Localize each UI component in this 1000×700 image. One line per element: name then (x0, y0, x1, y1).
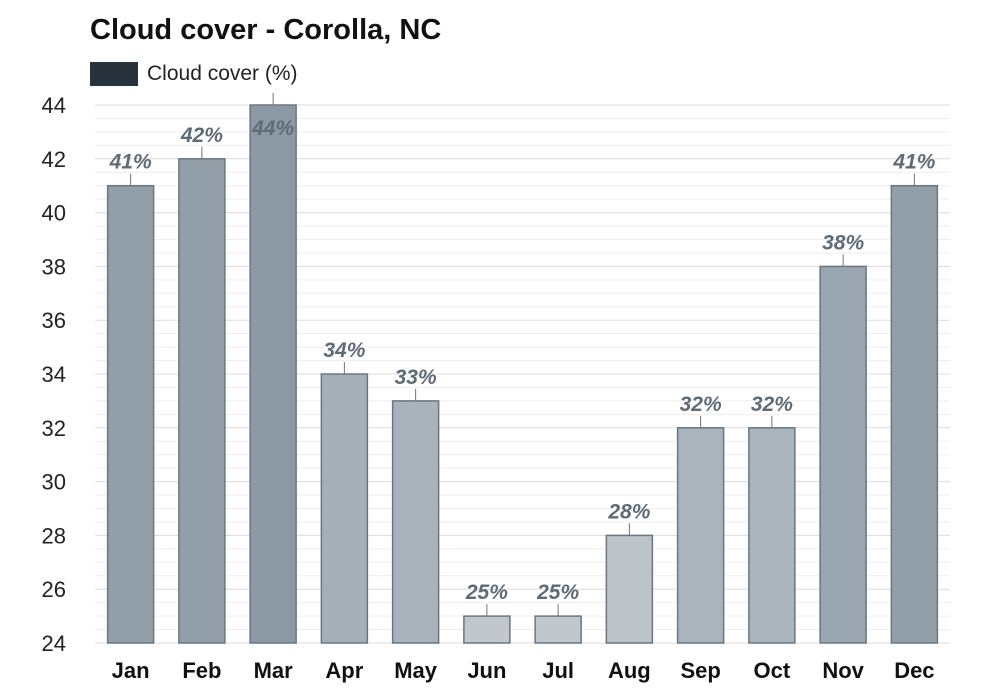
x-tick-label: Feb (182, 658, 221, 683)
y-tick-label: 42 (42, 147, 66, 172)
bar-nov (819, 265, 867, 644)
data-label: 33% (395, 366, 437, 389)
data-label: 41% (892, 151, 935, 174)
y-tick-label: 34 (42, 362, 66, 387)
x-tick-label: Jul (542, 658, 574, 683)
data-label: 38% (822, 231, 864, 254)
x-tick-label: Mar (254, 658, 294, 683)
y-tick-label: 26 (42, 577, 66, 602)
y-tick-label: 24 (42, 631, 66, 656)
data-label: 44% (251, 117, 294, 140)
bar-apr (320, 373, 369, 644)
x-tick-label: Nov (822, 658, 864, 683)
bar-jan (106, 184, 155, 644)
y-tick-label: 40 (42, 201, 66, 226)
data-label: 41% (109, 151, 152, 174)
x-tick-label: Oct (754, 658, 791, 683)
legend: Cloud cover (%) (90, 62, 298, 86)
data-label: 32% (680, 393, 722, 416)
data-label: 25% (465, 581, 508, 604)
bar-aug (605, 534, 654, 644)
y-tick-label: 30 (42, 470, 66, 495)
bar-mar (249, 104, 297, 644)
x-tick-label: May (394, 658, 438, 683)
bar-oct (748, 427, 796, 644)
data-label: 28% (607, 500, 650, 523)
legend-swatch (90, 62, 138, 86)
x-tick-label: Sep (680, 658, 720, 683)
bar-jun (463, 615, 511, 644)
x-tick-label: Jun (467, 658, 506, 683)
bar-dec (890, 184, 939, 644)
data-label: 32% (751, 393, 793, 416)
bar-jul (534, 615, 582, 644)
x-tick-label: Jan (112, 658, 150, 683)
bar-feb (178, 158, 226, 644)
y-tick-label: 28 (42, 523, 66, 548)
x-tick-label: Dec (894, 658, 934, 683)
y-tick-label: 44 (42, 93, 66, 118)
data-label: 25% (536, 581, 579, 604)
x-tick-label: Aug (608, 658, 651, 683)
legend-label: Cloud cover (%) (147, 62, 298, 85)
x-tick-label: Apr (325, 658, 363, 683)
y-tick-label: 32 (42, 416, 66, 441)
bar-may (391, 400, 440, 644)
bar-sep (676, 427, 725, 644)
y-tick-label: 38 (42, 254, 66, 279)
chart-title: Cloud cover - Corolla, NC (90, 14, 442, 46)
data-label: 42% (180, 124, 223, 147)
y-tick-label: 36 (42, 308, 66, 333)
data-label: 34% (323, 339, 365, 362)
